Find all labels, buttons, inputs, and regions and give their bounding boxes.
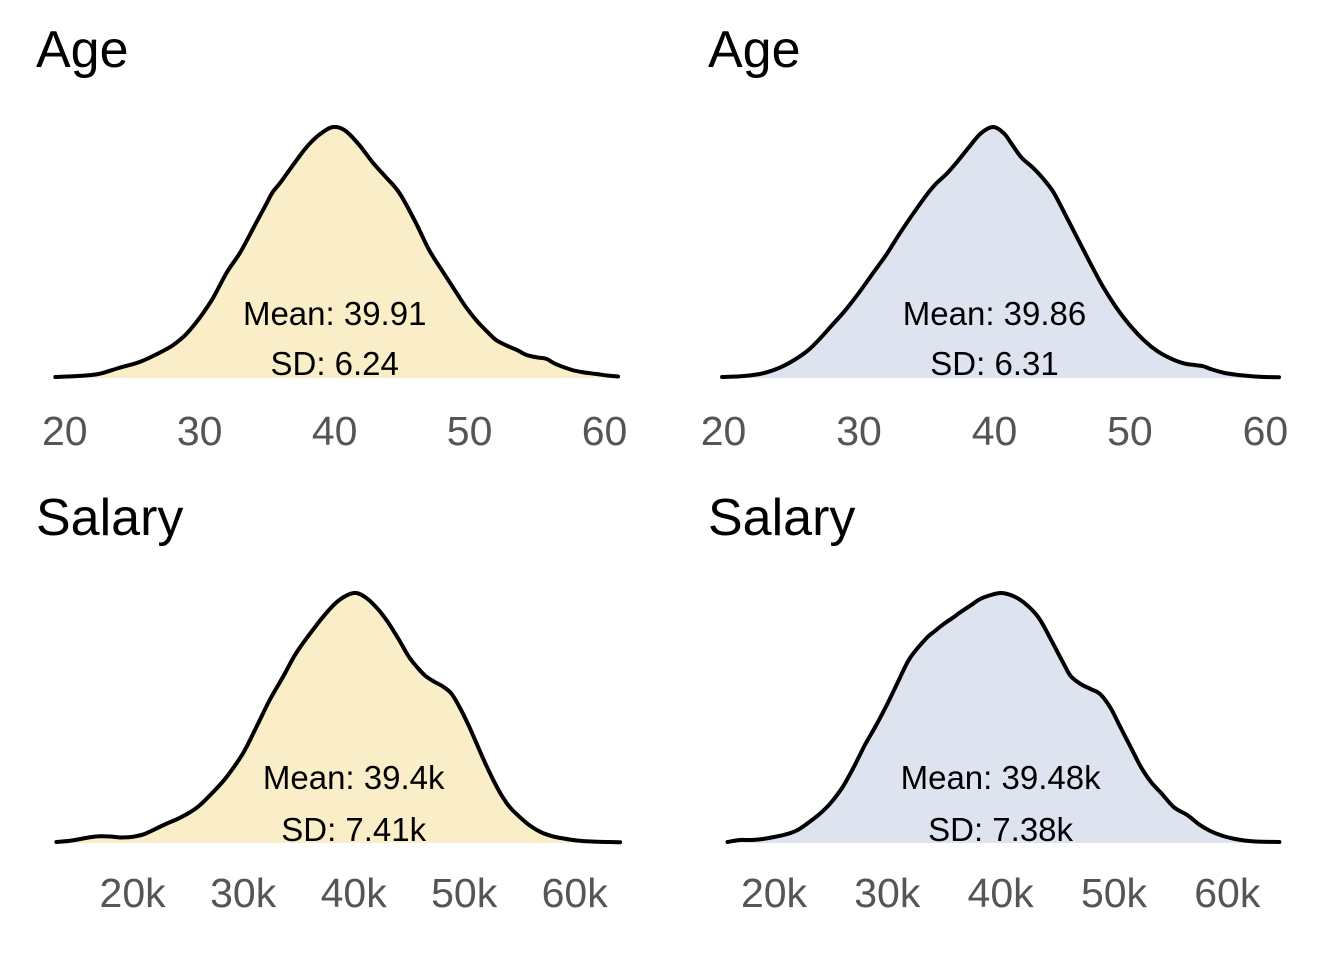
x-tick-label: 20	[700, 408, 747, 454]
x-tick-label: 20	[41, 408, 88, 454]
mean-annotation: Mean: 39.48k	[900, 759, 1101, 796]
salary-left-density-plot	[54, 590, 623, 845]
x-tick-label: 20k	[740, 870, 808, 916]
x-tick-label: 50	[1107, 408, 1153, 454]
sd-annotation: SD: 7.41k	[281, 811, 427, 848]
x-tick-label: 40	[311, 408, 358, 454]
x-tick-label: 60k	[541, 870, 608, 916]
x-tick-label: 50k	[431, 870, 498, 916]
x-tick-label: 50k	[1080, 870, 1148, 916]
x-tick-label: 30	[176, 408, 223, 454]
sd-annotation: SD: 6.31	[930, 345, 1059, 382]
density-line	[725, 591, 1282, 844]
x-tick-label: 60	[581, 408, 628, 454]
x-tick-label: 40	[971, 408, 1018, 454]
panel-age-right: Age Mean: 39.86 SD: 6.31 20 30 40 50 60	[672, 0, 1344, 480]
mean-annotation: Mean: 39.86	[902, 295, 1087, 332]
density-line	[53, 124, 620, 379]
panel-title: Age	[708, 21, 801, 79]
panel-age-left: Age Mean: 39.91 SD: 6.24 20 30 40 50 60	[0, 0, 672, 480]
x-tick-label: 30	[836, 408, 882, 454]
x-tick-label: 30k	[854, 870, 921, 916]
panel-title: Salary	[36, 489, 184, 547]
x-tick-label: 60k	[1194, 870, 1261, 916]
panel-title: Age	[36, 21, 129, 79]
mean-annotation: Mean: 39.91	[242, 295, 427, 332]
density-line	[54, 590, 623, 845]
sd-annotation: SD: 7.38k	[928, 811, 1074, 848]
x-tick-label: 20k	[99, 870, 166, 916]
age-right-density-plot	[720, 125, 1281, 380]
density-line	[720, 125, 1281, 380]
panel-title: Salary	[708, 489, 856, 547]
x-tick-label: 40k	[967, 870, 1034, 916]
density-area	[722, 127, 1279, 378]
x-tick-label: 50	[446, 408, 493, 454]
x-tick-label: 60	[1242, 408, 1289, 454]
x-tick-label: 40k	[320, 870, 387, 916]
x-tick-label: 30k	[210, 870, 277, 916]
density-area	[727, 593, 1280, 843]
panel-salary-left: Salary Mean: 39.4k SD: 7.41k 20k 30k 40k…	[0, 480, 672, 960]
panel-salary-right: Salary Mean: 39.48k SD: 7.38k 20k 30k 40…	[672, 480, 1344, 960]
density-area	[55, 126, 619, 378]
mean-annotation: Mean: 39.4k	[262, 759, 445, 796]
age-left-density-plot	[53, 124, 620, 379]
salary-right-density-plot	[725, 591, 1282, 844]
sd-annotation: SD: 6.24	[270, 345, 399, 382]
density-area	[56, 592, 621, 843]
